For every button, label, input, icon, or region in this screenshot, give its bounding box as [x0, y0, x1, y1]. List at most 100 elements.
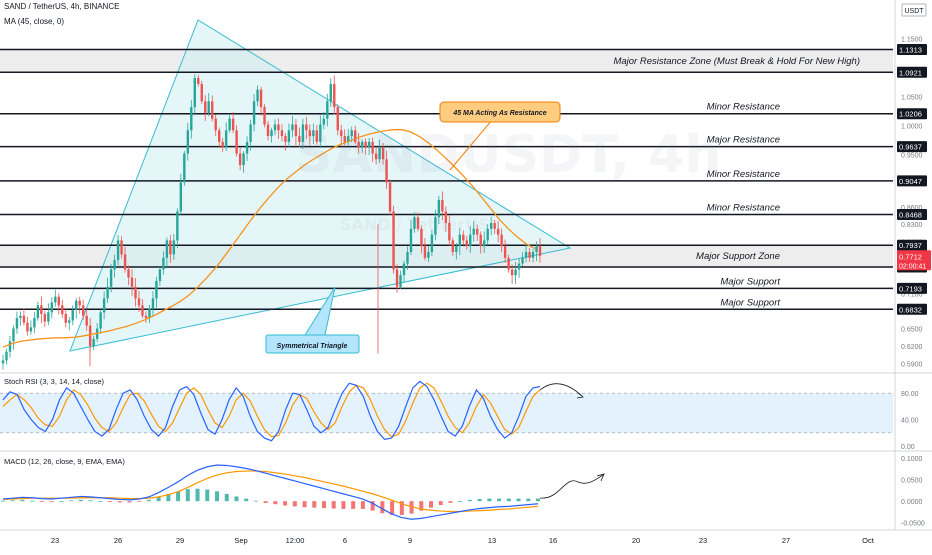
candle-body: [437, 199, 441, 218]
price-tick-label: 0.8600: [901, 205, 923, 212]
candle-body: [353, 130, 357, 142]
level-label: Minor Resistance: [707, 169, 780, 180]
macd-histogram-bar: [215, 491, 219, 502]
time-tick-label: 26: [114, 536, 122, 545]
candle-body: [64, 314, 67, 323]
candle-body: [22, 315, 26, 323]
candle-body: [158, 269, 162, 281]
candle-body: [420, 228, 423, 247]
macd-histogram-bar: [176, 491, 181, 502]
macd-histogram-bar: [30, 500, 35, 502]
macd-histogram-bar: [69, 500, 74, 502]
candle-body: [211, 101, 214, 119]
annotation-pointer: [449, 119, 493, 171]
candle-body: [155, 280, 158, 299]
candle-body: [134, 286, 137, 299]
candle-body: [399, 275, 402, 287]
candle-body: [78, 300, 81, 306]
candle-body: [85, 315, 88, 326]
candle-body: [12, 328, 15, 342]
candle-body: [312, 130, 315, 137]
candle-body: [162, 257, 165, 270]
macd-histogram-bar: [1, 500, 5, 502]
candle-body: [238, 153, 242, 166]
candle-body: [207, 101, 210, 113]
candle-body: [99, 312, 102, 329]
macd-histogram-bar: [195, 488, 200, 502]
candle-body: [489, 223, 493, 229]
candle-body: [441, 199, 444, 212]
ma-legend: MA (45, close, 0): [4, 17, 65, 26]
candle-body: [423, 246, 427, 258]
macd-histogram-bar: [244, 498, 249, 502]
candle-body: [273, 124, 277, 131]
candle-body: [1, 360, 5, 364]
macd-histogram-bar: [322, 501, 326, 509]
macd-histogram-bar: [360, 501, 365, 509]
macd-histogram-bar: [166, 493, 171, 502]
candle-body: [183, 153, 186, 183]
macd-histogram-bar: [78, 499, 83, 502]
candle-body: [256, 89, 259, 102]
candle-body: [388, 182, 392, 212]
macd-histogram-bar: [127, 501, 132, 503]
macd-histogram-bar: [88, 500, 93, 502]
candle-body: [395, 269, 399, 287]
macd-histogram-bar: [448, 501, 453, 503]
candle-body: [531, 252, 535, 258]
candle-body: [385, 159, 388, 183]
candle-body: [416, 217, 420, 229]
level-price-text: 0.9637: [899, 143, 922, 152]
price-tick-label: 0.7100: [901, 292, 923, 299]
candle-body: [200, 83, 203, 102]
candle-body: [68, 320, 71, 323]
time-tick-label: 20: [632, 536, 640, 545]
candle-body: [280, 130, 284, 137]
candle-body: [305, 124, 308, 131]
macd-histogram-bar: [526, 498, 531, 502]
level-price-badge: [897, 66, 927, 78]
candle-body: [343, 136, 346, 142]
level-price-badge: [897, 44, 927, 56]
candle-body: [469, 234, 472, 247]
stoch-k-line: [2, 380, 541, 442]
time-tick-label: 12:00: [286, 536, 305, 545]
candle-body: [252, 101, 256, 125]
candle-body: [479, 234, 482, 247]
macd-histogram-bar: [292, 501, 297, 507]
candle-body: [5, 351, 8, 361]
candle-body: [535, 246, 538, 253]
candle-body: [47, 312, 50, 322]
candle-body: [524, 252, 528, 258]
price-tick-label: 0.8300: [901, 222, 923, 229]
time-tick-label: 9: [408, 536, 412, 545]
candle-body: [371, 141, 374, 154]
price-tick-label: 0.5900: [901, 361, 923, 368]
macd-histogram-bar: [331, 501, 336, 509]
candle-body: [496, 228, 500, 235]
candle-body: [235, 130, 238, 154]
macd-histogram-bar: [253, 500, 258, 502]
candle-body: [458, 234, 461, 247]
macd-histogram-bar: [39, 501, 44, 502]
candle-body: [413, 217, 416, 229]
macd-histogram-bar: [516, 498, 521, 502]
stoch-legend: Stoch RSI (3, 3, 14, 14, close): [4, 377, 105, 386]
level-label: Major Support: [720, 297, 780, 308]
currency-badge: [901, 3, 927, 17]
macd-histogram-bar: [146, 499, 151, 502]
candle-body: [82, 305, 85, 316]
candle-body: [500, 234, 503, 247]
price-tick-label: 1.0000: [901, 124, 923, 131]
macd-histogram-bar: [380, 501, 385, 514]
level-price-text: 0.6832: [899, 305, 922, 314]
candle-body: [308, 130, 312, 137]
candle-body: [517, 263, 521, 270]
macd-histogram-bar: [370, 501, 375, 511]
candle-body: [347, 136, 350, 142]
candle-body: [190, 107, 193, 131]
macd-histogram-bar: [429, 501, 433, 508]
macd-histogram-bar: [108, 501, 112, 503]
